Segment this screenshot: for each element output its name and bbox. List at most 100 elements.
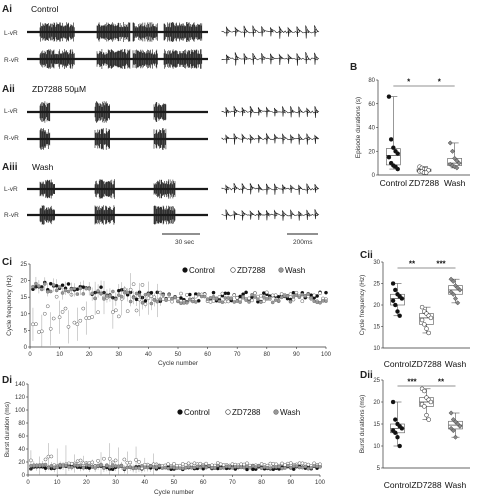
- chart-cii-point: [450, 278, 456, 284]
- trace-wash-r-burst-2: [153, 205, 176, 225]
- chart-ci-point-zd7288: [117, 314, 121, 319]
- chart-ci-point-wash: [288, 299, 293, 304]
- chart-ci-point-wash: [173, 295, 177, 299]
- chart-ci-point-wash: [279, 295, 284, 300]
- chart-ci-point-zd7288: [220, 291, 225, 296]
- chart-ci-point-control: [291, 290, 296, 295]
- chart-ci-point-wash: [105, 294, 109, 298]
- trace-control-l-burst-1: [96, 22, 131, 42]
- trace-zd-l-fast: [221, 105, 320, 118]
- trace-wash-r-burst-0: [39, 205, 55, 225]
- trace-zd-l-burst-0: [39, 101, 51, 123]
- chart-ci-point-zd7288: [167, 297, 171, 301]
- chart-ci-xtick-label: 90: [293, 352, 300, 358]
- chart-ci-legend-marker: [230, 267, 236, 273]
- chart-cii-ylabel: Cycle frequency (Hz): [359, 275, 366, 336]
- chart-di-point-wash: [75, 463, 80, 468]
- chart-b-point: [388, 137, 394, 142]
- chart-ci-point-control: [188, 292, 192, 297]
- chart-di-point-wash: [72, 463, 77, 467]
- chart-di-point-wash: [148, 464, 153, 468]
- chart-di-point-zd7288: [172, 462, 176, 466]
- chart-di-point-zd7288: [186, 461, 191, 466]
- chart-di-point-wash: [46, 465, 51, 470]
- chart-di-point-wash: [142, 465, 147, 470]
- chart-di-point-zd7288: [70, 461, 74, 466]
- chart-ci-point-wash: [31, 284, 35, 289]
- chart-di-point-wash: [67, 465, 71, 469]
- chart-di-point-wash: [227, 465, 232, 469]
- chart-ci-point-wash: [241, 295, 245, 299]
- chart-ci-point-control: [211, 290, 216, 295]
- chart-cii-category-label: Control: [384, 359, 412, 369]
- chart-di-point-wash: [230, 466, 235, 470]
- chart-ci-point-control: [54, 284, 59, 288]
- chart-di-point-zd7288: [107, 456, 112, 461]
- chart-ci-point-zd7288: [66, 325, 71, 329]
- chart-di-ytick-label: 120: [15, 395, 26, 401]
- chart-ci-point-zd7288: [128, 287, 133, 292]
- chart-di-point-wash: [233, 465, 238, 469]
- chart-dii-sig-label: ***: [407, 378, 417, 387]
- chart-di-xtick-label: 40: [141, 480, 148, 486]
- chart-di-point-wash: [297, 465, 302, 470]
- chart-di-point-wash: [166, 466, 170, 471]
- chart-dii-ytick-label: 5: [377, 466, 381, 472]
- chart-di-point-zd7288: [122, 457, 127, 462]
- panel-label-b: B: [350, 62, 357, 73]
- chart-ci-point-zd7288: [81, 306, 86, 311]
- chart-dii-ylabel: Burst durations (ms): [359, 395, 366, 454]
- chart-di-xtick-label: 60: [200, 480, 207, 486]
- chart-b-category-label: Control: [380, 178, 408, 188]
- chart-ci-point-zd7288: [250, 298, 254, 303]
- chart-ci-point-zd7288: [34, 322, 38, 326]
- chart-b-point: [449, 162, 456, 169]
- chart-ci-point-wash: [75, 292, 80, 296]
- chart-ci-point-wash: [48, 289, 53, 294]
- chart-ci-xtick-label: 0: [28, 352, 32, 358]
- chart-ci-ytick-label: 25: [20, 262, 27, 268]
- chart-ci-point-wash: [193, 300, 198, 304]
- chart-ci-point-wash: [84, 286, 89, 291]
- chart-cii-point: [397, 313, 402, 318]
- chart-ci-point-zd7288: [75, 322, 80, 327]
- chart-ci-point-wash: [214, 296, 219, 301]
- chart-ci-point-wash: [220, 300, 225, 305]
- chart-ci-point-wash: [81, 292, 86, 296]
- chart-di-point-zd7288: [137, 460, 141, 464]
- chart-ci-point-wash: [306, 292, 311, 296]
- chart-ci-point-wash: [208, 296, 213, 300]
- chart-ci-point-wash: [131, 295, 136, 300]
- chart-b-sig-label: *: [438, 78, 442, 87]
- chart-dii-point: [448, 410, 454, 416]
- trace-control-l-fast: [221, 25, 320, 39]
- chart-di-ytick-label: 140: [15, 382, 26, 388]
- chart-ci-point-control: [179, 296, 183, 300]
- chart-di-point-wash: [157, 463, 162, 468]
- chart-ci-point-wash: [134, 291, 139, 296]
- chart-di-point-wash: [151, 465, 156, 470]
- chart-di-ytick-label: 60: [18, 434, 25, 440]
- chart-di-ytick-label: 100: [15, 408, 26, 414]
- chart-ci-point-zd7288: [137, 297, 142, 302]
- chart-dii-point: [452, 434, 459, 440]
- chart-ci-xtick-label: 60: [204, 352, 211, 358]
- trace-control-r-burst-0: [39, 49, 75, 69]
- chart-di-point-wash: [175, 466, 179, 471]
- chart-ci-point-zd7288: [253, 291, 257, 296]
- chart-di-point-control: [251, 467, 255, 472]
- chart-ci-point-control: [238, 294, 242, 299]
- chart-ci-point-wash: [273, 298, 278, 302]
- chart-ci-point-wash: [238, 300, 242, 304]
- chart-ci-ytick-label: 0: [24, 345, 28, 351]
- chart-dii-point: [393, 417, 398, 422]
- chart-dii-point: [422, 388, 427, 394]
- chart-di-point-wash: [55, 465, 60, 470]
- chart-di-point-wash: [102, 466, 106, 470]
- chart-ci-point-wash: [108, 293, 112, 298]
- chart-b-sig-label: *: [407, 78, 411, 87]
- chart-ci-point-zd7288: [111, 310, 115, 314]
- chart-di-point-wash: [58, 463, 62, 468]
- chart-di-point-zd7288: [230, 462, 235, 466]
